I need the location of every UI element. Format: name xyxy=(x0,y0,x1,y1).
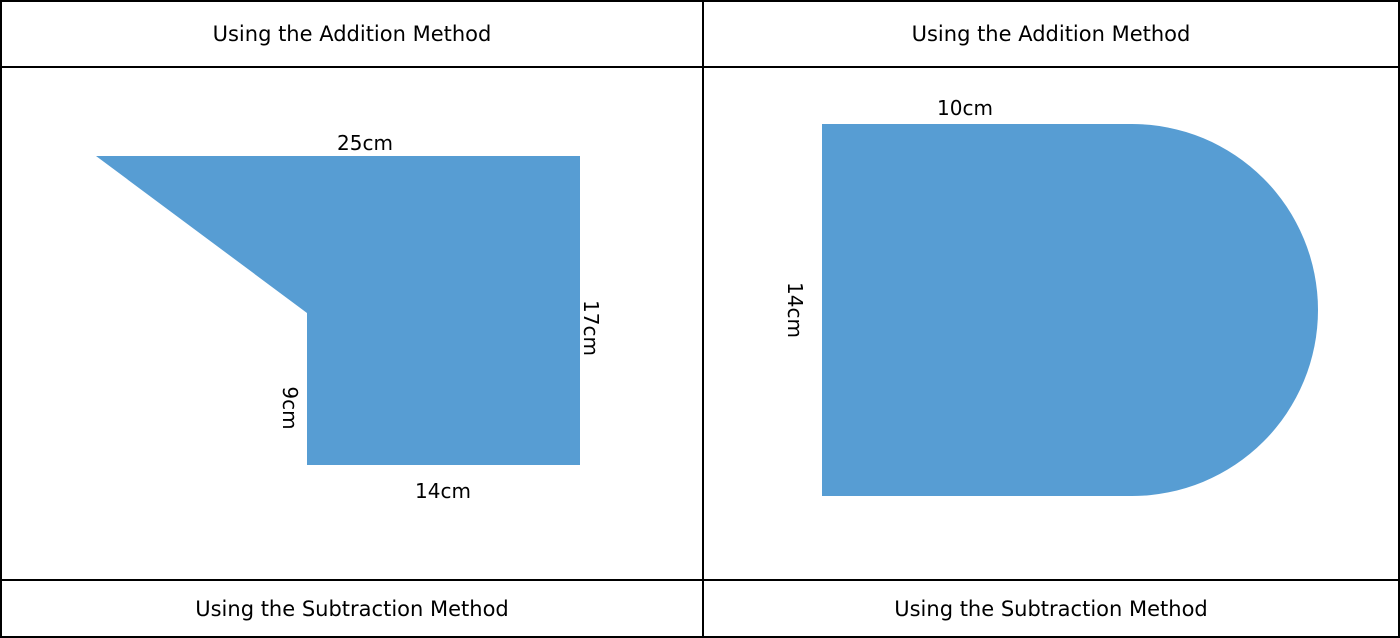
label-left-9cm: 9cm xyxy=(278,386,302,430)
label-top-10cm: 10cm xyxy=(937,96,993,120)
composite-shape-trapezoid xyxy=(96,156,580,465)
label-left-14cm: 14cm xyxy=(783,282,807,338)
composite-shape-semicircle xyxy=(822,124,1318,496)
label-top-25cm: 25cm xyxy=(337,131,393,155)
header-subtraction-left: Using the Subtraction Method xyxy=(195,597,509,621)
label-bottom-14cm: 14cm xyxy=(415,479,471,503)
header-addition-left: Using the Addition Method xyxy=(212,22,492,46)
header-subtraction-right: Using the Subtraction Method xyxy=(894,597,1208,621)
header-addition-right: Using the Addition Method xyxy=(911,22,1191,46)
label-right-17cm: 17cm xyxy=(579,300,603,356)
